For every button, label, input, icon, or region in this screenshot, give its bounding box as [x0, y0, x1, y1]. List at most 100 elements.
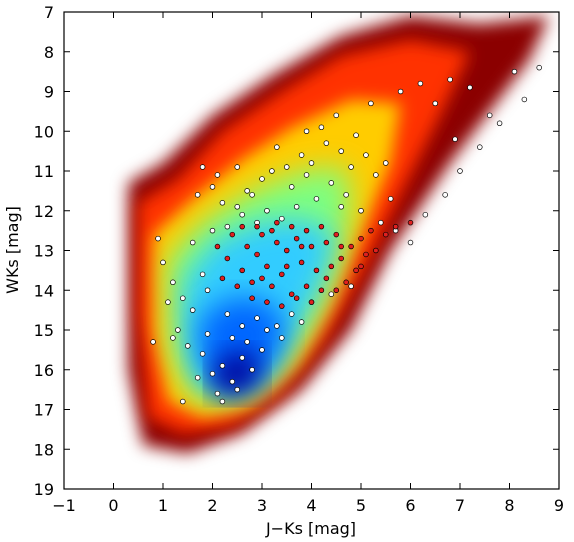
series-1-point [214, 172, 221, 178]
series-1-point [274, 144, 280, 150]
series-1-point [442, 192, 448, 198]
series-2-point [229, 231, 236, 238]
series-2-point [333, 287, 340, 294]
series-2-point [284, 247, 290, 254]
series-1-point [288, 184, 295, 190]
y-axis-label: WKs [mag] [3, 206, 22, 294]
series-1-point [194, 192, 201, 198]
series-2-point [308, 243, 315, 250]
series-1-point [199, 271, 206, 278]
series-1-point [150, 339, 156, 345]
x-tick-label: 2 [207, 496, 217, 515]
series-1-point [298, 319, 305, 325]
series-2-point [392, 223, 399, 230]
series-2-point [259, 275, 265, 282]
y-tick-label: 10 [34, 122, 54, 141]
series-1-point [244, 188, 250, 194]
x-tick-label: 1 [158, 496, 168, 515]
series-1-point [417, 80, 424, 87]
series-2-point [269, 283, 275, 290]
series-1-point [239, 355, 245, 361]
series-2-point [288, 291, 295, 297]
series-1-point [348, 164, 354, 170]
series-2-point [358, 263, 364, 270]
y-tick-label: 18 [34, 440, 54, 459]
series-1-point [383, 160, 389, 166]
series-2-point [293, 295, 300, 301]
series-2-point [264, 299, 270, 305]
series-1-point [303, 172, 310, 178]
x-axis-label: J−Ks [mag] [265, 519, 356, 538]
series-2-point [407, 219, 414, 226]
series-1-point [536, 64, 542, 71]
series-1-point [313, 196, 320, 202]
series-1-point [521, 96, 528, 103]
density-core [212, 349, 262, 398]
series-2-point [259, 231, 265, 238]
series-1-point [447, 76, 453, 83]
series-1-point [303, 128, 310, 135]
series-1-point [185, 343, 191, 349]
series-1-point [264, 208, 270, 214]
series-1-point [204, 287, 211, 294]
series-2-point [224, 255, 231, 262]
series-1-point [204, 331, 211, 337]
series-1-point [170, 335, 176, 341]
series-2-point [254, 251, 260, 258]
series-2-point [244, 243, 250, 250]
y-tick-label: 11 [34, 162, 54, 181]
y-tick-label: 8 [44, 43, 54, 62]
series-1-point [180, 295, 186, 301]
series-1-point [422, 211, 429, 218]
series-1-point [378, 219, 384, 226]
series-1-point [284, 164, 290, 170]
series-1-point [358, 208, 364, 214]
series-1-point [288, 311, 295, 317]
series-2-point [264, 263, 270, 270]
series-1-point [318, 124, 325, 131]
x-tick-label: 7 [455, 496, 465, 515]
series-1-point [259, 176, 265, 182]
x-tick-label: 0 [108, 496, 118, 515]
series-1-point [373, 172, 379, 178]
series-1-point [199, 351, 206, 357]
series-2-point [249, 295, 255, 301]
series-1-point [189, 307, 196, 313]
series-2-point [214, 243, 221, 250]
series-1-point [160, 259, 166, 266]
y-tick-label: 14 [34, 281, 54, 300]
series-1-point [189, 239, 196, 246]
series-1-point [279, 335, 285, 341]
series-2-point [338, 255, 344, 262]
series-2-point [303, 283, 310, 290]
y-tick-label: 17 [34, 401, 54, 420]
series-2-point [323, 239, 330, 246]
series-1-point [338, 148, 344, 154]
series-1-point [328, 180, 335, 186]
series-1-point [432, 100, 439, 107]
series-2-point [274, 239, 280, 246]
series-1-point [343, 192, 349, 198]
series-1-point [353, 132, 359, 138]
series-2-point [323, 275, 330, 282]
series-2-point [279, 271, 285, 278]
x-tick-label: 5 [356, 496, 366, 515]
y-tick-label: 12 [34, 202, 54, 221]
series-1-point [234, 164, 241, 170]
series-2-point [298, 243, 305, 250]
series-2-point [383, 231, 389, 238]
series-1-point [511, 68, 518, 75]
series-1-point [244, 339, 250, 345]
series-2-point [363, 251, 369, 258]
series-2-point [219, 275, 226, 282]
series-2-point [239, 223, 245, 230]
series-2-point [318, 223, 325, 230]
series-1-point [368, 100, 374, 107]
series-1-point [209, 227, 216, 234]
y-axis: 7 8 9 10 11 12 13 14 15 16 17 18 19 [34, 3, 559, 499]
series-2-point [353, 267, 359, 274]
series-1-point [229, 378, 236, 385]
series-1-point [308, 160, 315, 166]
series-1-point [234, 386, 241, 393]
series-2-point [358, 235, 364, 242]
